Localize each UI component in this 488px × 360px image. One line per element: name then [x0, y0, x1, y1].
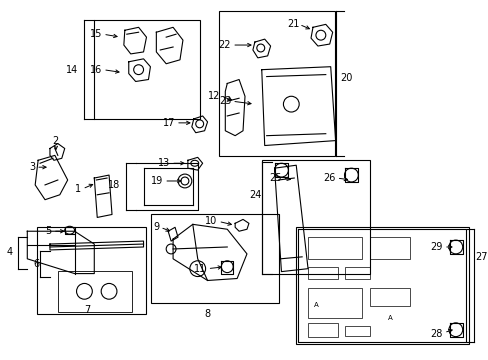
Text: 7: 7	[84, 305, 90, 315]
Text: 16: 16	[90, 65, 102, 75]
Text: 6: 6	[33, 259, 39, 269]
Bar	[37, 227, 145, 314]
Text: 8: 8	[204, 309, 210, 319]
Text: 24: 24	[249, 190, 261, 200]
Text: 22: 22	[218, 40, 231, 50]
Text: 10: 10	[205, 216, 217, 226]
Text: A: A	[386, 315, 391, 321]
Text: 5: 5	[45, 226, 52, 236]
Bar	[307, 267, 337, 279]
Text: 17: 17	[163, 118, 175, 128]
Bar	[261, 160, 369, 274]
Bar	[369, 288, 408, 306]
Text: 19: 19	[151, 176, 163, 186]
Text: 13: 13	[158, 158, 170, 168]
Text: 25: 25	[268, 173, 281, 183]
Text: 15: 15	[90, 29, 102, 39]
Bar	[94, 21, 199, 119]
Text: 14: 14	[66, 65, 79, 75]
Text: 9: 9	[153, 222, 159, 232]
Text: 3: 3	[29, 162, 35, 172]
Text: 11: 11	[194, 264, 206, 274]
Text: 20: 20	[340, 73, 352, 82]
Bar	[369, 237, 408, 259]
Bar	[307, 323, 337, 337]
Bar	[219, 10, 334, 156]
Bar	[345, 326, 369, 336]
Text: 18: 18	[107, 180, 120, 190]
Bar	[151, 215, 279, 303]
Text: 1: 1	[75, 184, 81, 194]
Bar	[296, 227, 468, 343]
Text: 26: 26	[323, 173, 335, 183]
Text: 2: 2	[53, 136, 59, 145]
Text: 27: 27	[474, 252, 487, 262]
Text: 21: 21	[286, 19, 299, 30]
Text: 23: 23	[219, 96, 231, 106]
Bar	[307, 288, 362, 318]
Text: 28: 28	[430, 329, 442, 339]
Text: 12: 12	[207, 91, 220, 101]
Bar	[345, 267, 369, 279]
Bar	[307, 237, 362, 259]
Text: 4: 4	[6, 247, 13, 257]
Text: 29: 29	[430, 242, 442, 252]
Bar	[58, 271, 131, 312]
Text: A: A	[313, 302, 318, 308]
